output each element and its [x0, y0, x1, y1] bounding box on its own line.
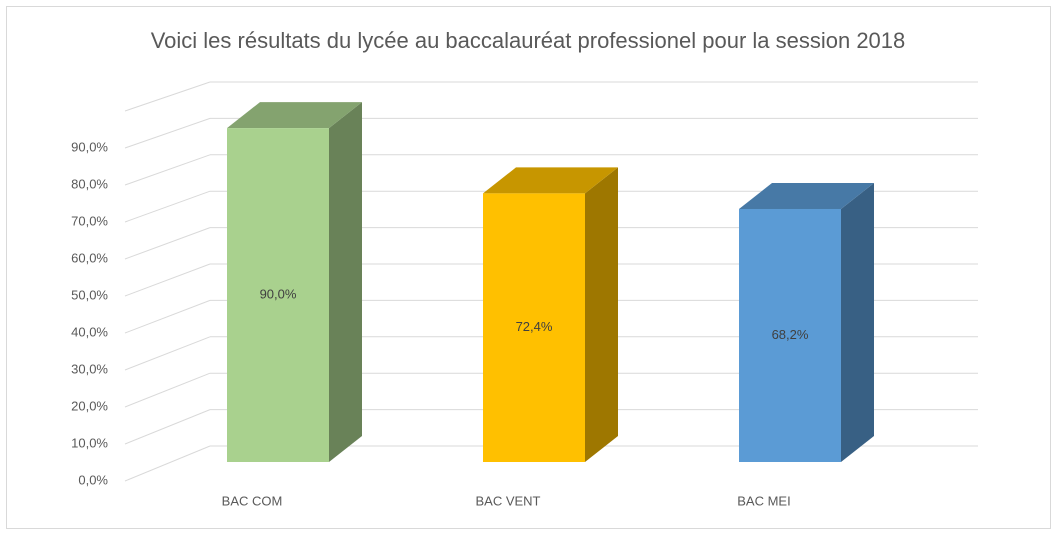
grid-line-side: [124, 117, 211, 149]
bar-side: [329, 102, 362, 462]
bar-side: [585, 167, 618, 462]
grid-line-side: [124, 190, 211, 223]
bar-top: [483, 167, 618, 194]
grid-line-side: [124, 263, 211, 297]
y-tick-label: 10,0%: [71, 435, 108, 450]
y-tick-label: 30,0%: [71, 361, 108, 376]
y-tick-label: 0,0%: [78, 472, 108, 487]
grid-line-side: [124, 445, 211, 482]
x-tick-label: BAC MEI: [737, 493, 790, 508]
x-tick-label: BAC COM: [222, 493, 283, 508]
bar: [483, 193, 585, 462]
bar-top: [739, 182, 874, 209]
y-tick-label: 20,0%: [71, 398, 108, 413]
value-label: 90,0%: [260, 286, 297, 301]
y-tick-label: 70,0%: [71, 213, 108, 228]
grid-line-side: [124, 336, 211, 371]
grid-line-side: [124, 299, 211, 334]
bar: [227, 128, 329, 462]
x-tick-label: BAC VENT: [475, 493, 540, 508]
chart-title: Voici les résultats du lycée au baccalau…: [151, 28, 906, 53]
y-tick-label: 80,0%: [71, 176, 108, 191]
y-tick-label: 90,0%: [71, 139, 108, 154]
wall-edge-side: [124, 81, 211, 112]
value-label: 72,4%: [516, 319, 553, 334]
grid-line-side: [124, 154, 211, 186]
value-label: 68,2%: [772, 327, 809, 342]
y-tick-label: 60,0%: [71, 250, 108, 265]
y-tick-label: 50,0%: [71, 287, 108, 302]
bar-top: [227, 102, 362, 129]
y-tick-label: 40,0%: [71, 324, 108, 339]
grid-line-side: [124, 227, 211, 260]
bar-side: [841, 182, 874, 462]
bar: [739, 208, 841, 462]
grid-line-side: [124, 409, 211, 445]
grid-line-side: [124, 372, 211, 408]
